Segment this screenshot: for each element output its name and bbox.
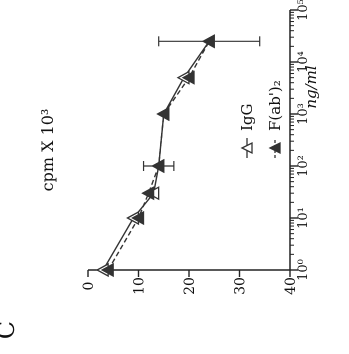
y-tick-label-3: 30 [233, 277, 249, 295]
legend: IgG F(ab')₂ [238, 80, 284, 158]
y-tick-label-4: 40 [283, 277, 299, 295]
plot-area: 0 10 20 30 40 10⁰ 10¹ 10² 10³ 10⁴ 10⁵ [81, 0, 311, 295]
x-tick-label-5: 10⁵ [296, 0, 311, 21]
y-axis-title: cpm X 10³ [38, 109, 57, 192]
x-axis-ticks: 10⁰ 10¹ 10² 10³ 10⁴ 10⁵ [290, 0, 311, 281]
x-tick-label-2: 10² [296, 155, 311, 177]
y-axis-ticks: 0 10 20 30 40 [81, 270, 299, 295]
y-tick-label-2: 20 [182, 277, 198, 295]
x-tick-label-0: 10⁰ [296, 259, 311, 281]
y-tick-label-0: 0 [81, 282, 97, 291]
x-axis-title: ng/ml [302, 65, 320, 109]
legend-entry-igg: IgG [238, 103, 256, 158]
point-1-4 [156, 106, 170, 122]
x-tick-label-4: 10⁴ [296, 51, 311, 73]
point-1-1 [131, 210, 145, 226]
point-1-3 [151, 158, 165, 174]
legend-fab2-label: F(ab')₂ [266, 80, 284, 131]
legend-entry-fab2: F(ab')₂ [266, 80, 284, 158]
panel-label: C [0, 321, 20, 339]
point-1-0 [100, 262, 114, 278]
y-tick-label-1: 10 [132, 277, 148, 295]
x-tick-label-1: 10¹ [296, 207, 311, 229]
legend-fab2-marker [268, 141, 281, 155]
point-1-2 [141, 186, 155, 201]
legend-igg-label: IgG [238, 103, 256, 131]
point-1-5 [181, 70, 195, 85]
series-layer [95, 34, 261, 278]
point-1-6 [201, 34, 215, 49]
x-tick-label-3: 10³ [296, 103, 311, 125]
legend-igg-marker [240, 141, 253, 155]
